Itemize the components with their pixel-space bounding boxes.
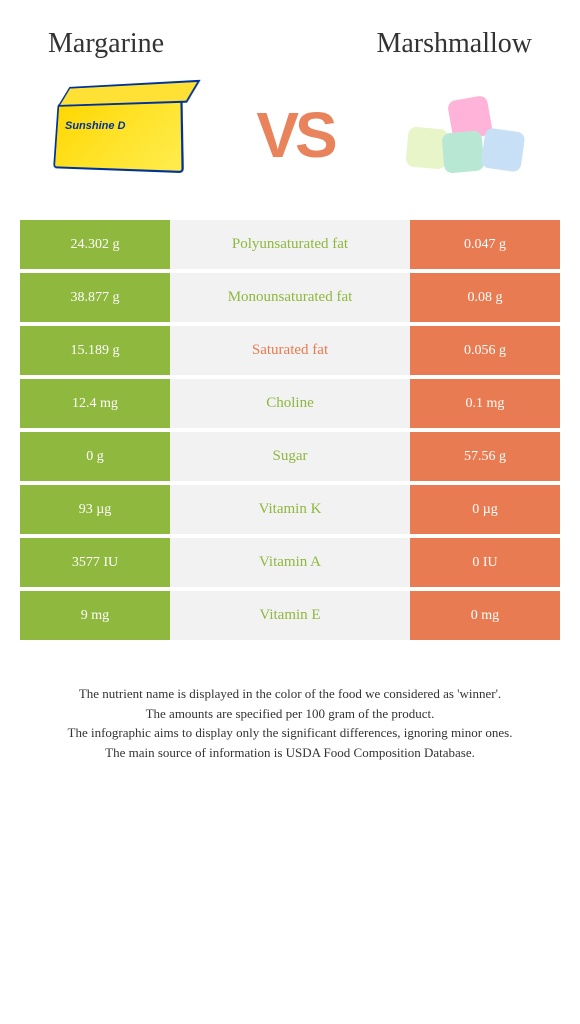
value-right: 57.56 g: [410, 432, 560, 481]
table-row: 0 gSugar57.56 g: [20, 432, 560, 481]
value-left: 15.189 g: [20, 326, 170, 375]
header: Margarine Marshmallow: [0, 0, 580, 60]
value-right: 0 µg: [410, 485, 560, 534]
value-left: 0 g: [20, 432, 170, 481]
value-left: 3577 IU: [20, 538, 170, 587]
value-right: 0 IU: [410, 538, 560, 587]
title-right: Marshmallow: [376, 28, 532, 60]
images-row: Sunshine D VS: [0, 60, 580, 220]
table-row: 12.4 mgCholine0.1 mg: [20, 379, 560, 428]
margarine-image: Sunshine D: [45, 90, 195, 180]
table-row: 24.302 gPolyunsaturated fat0.047 g: [20, 220, 560, 269]
table-row: 3577 IUVitamin A0 IU: [20, 538, 560, 587]
value-left: 9 mg: [20, 591, 170, 640]
nutrient-label: Polyunsaturated fat: [170, 220, 410, 269]
nutrient-label: Vitamin A: [170, 538, 410, 587]
marshmallow-image: [395, 90, 535, 180]
comparison-table: 24.302 gPolyunsaturated fat0.047 g38.877…: [0, 220, 580, 640]
value-right: 0.047 g: [410, 220, 560, 269]
table-row: 15.189 gSaturated fat0.056 g: [20, 326, 560, 375]
value-right: 0.056 g: [410, 326, 560, 375]
footer-line: The amounts are specified per 100 gram o…: [20, 704, 560, 724]
value-right: 0.08 g: [410, 273, 560, 322]
value-right: 0.1 mg: [410, 379, 560, 428]
footer-line: The main source of information is USDA F…: [20, 743, 560, 763]
value-left: 24.302 g: [20, 220, 170, 269]
vs-label: VS: [256, 98, 333, 172]
footer-line: The nutrient name is displayed in the co…: [20, 684, 560, 704]
value-left: 38.877 g: [20, 273, 170, 322]
value-left: 12.4 mg: [20, 379, 170, 428]
title-left: Margarine: [48, 28, 164, 60]
nutrient-label: Sugar: [170, 432, 410, 481]
footer-notes: The nutrient name is displayed in the co…: [0, 644, 580, 762]
nutrient-label: Choline: [170, 379, 410, 428]
value-left: 93 µg: [20, 485, 170, 534]
table-row: 38.877 gMonounsaturated fat0.08 g: [20, 273, 560, 322]
table-row: 9 mgVitamin E0 mg: [20, 591, 560, 640]
nutrient-label: Vitamin E: [170, 591, 410, 640]
nutrient-label: Saturated fat: [170, 326, 410, 375]
nutrient-label: Vitamin K: [170, 485, 410, 534]
table-row: 93 µgVitamin K0 µg: [20, 485, 560, 534]
margarine-brand: Sunshine D: [65, 120, 126, 132]
footer-line: The infographic aims to display only the…: [20, 723, 560, 743]
nutrient-label: Monounsaturated fat: [170, 273, 410, 322]
value-right: 0 mg: [410, 591, 560, 640]
